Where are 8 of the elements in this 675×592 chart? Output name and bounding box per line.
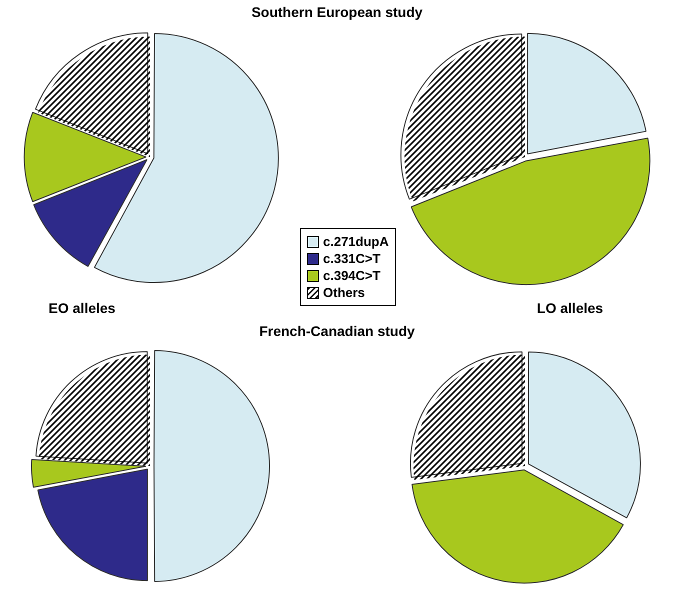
legend-label: c.394C>T (323, 268, 380, 283)
text: EO alleles (48, 300, 116, 316)
text: French-Canadian study (259, 323, 415, 339)
legend-label: c.331C>T (323, 251, 380, 266)
chart-title: Southern European study (251, 4, 423, 20)
legend-label: c.271dupA (323, 234, 389, 249)
legend-label: Others (323, 285, 365, 300)
text: LO alleles (536, 300, 604, 316)
